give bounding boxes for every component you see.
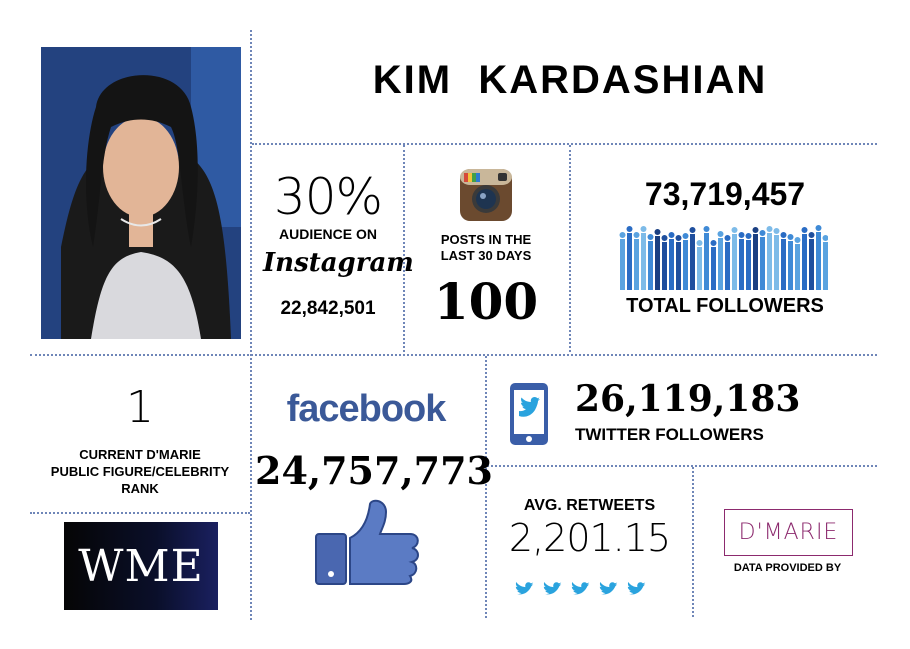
divider-vertical-5 [692,467,694,617]
twitter-phone-icon [509,382,549,446]
instagram-audience-label: AUDIENCE ON [278,226,377,242]
divider-horizontal-right [487,465,877,467]
divider-vertical-1 [250,30,252,620]
twitter-followers-count: 26,119,183 [575,378,801,420]
provider-logo: D'MARIE [724,509,853,556]
twitter-bird-icon [599,582,618,595]
instagram-camera-icon [459,168,513,222]
instagram-audience-percent: 30% [273,168,383,226]
instagram-followers: 22,842,501 [280,298,376,319]
divider-vertical-4 [485,356,487,618]
total-followers-count: 73,719,457 [644,176,806,212]
twitter-bird-icon [571,582,590,595]
instagram-posts-label-line1: POSTS IN THE [440,232,532,247]
followers-crowd-graphic [618,220,829,290]
facebook-wordmark: facebook [286,388,447,430]
divider-horizontal-left [30,512,250,514]
portrait-photo [41,47,241,339]
rank-label-line1: CURRENT D'MARIE [79,447,201,462]
twitter-bird-icon [543,582,562,595]
twitter-followers-label: TWITTER FOLLOWERS [575,425,764,444]
thumbs-up-icon [314,498,422,586]
divider-vertical-2 [403,145,405,352]
instagram-wordmark: Instagram [263,248,414,278]
twitter-bird-icon [515,582,534,595]
divider-horizontal-middle [30,354,877,356]
provider-label: DATA PROVIDED BY [733,562,842,574]
twitter-bird-icons [514,578,654,600]
twitter-bird-icon [627,582,646,595]
provider-logo-text: D'MARIE [738,520,839,545]
rank-value: 1 [126,382,154,433]
retweets-label: AVG. RETWEETS [523,497,656,514]
agency-logo-text: WME [78,540,204,592]
instagram-posts-label-line2: LAST 30 DAYS [440,248,532,263]
agency-logo: WME [64,522,218,610]
divider-horizontal-top [252,143,877,145]
rank-label-line2: PUBLIC FIGURE/CELEBRITY [50,464,230,479]
total-followers-label: TOTAL FOLLOWERS [626,295,824,317]
rank-label-line3: RANK [121,481,159,496]
instagram-posts-count: 100 [433,272,539,331]
facebook-likes: 24,757,773 [255,448,493,493]
retweets-value: 2,201.15 [508,516,671,560]
page-title: KIM KARDASHIAN [372,58,768,102]
divider-vertical-3 [569,145,571,352]
